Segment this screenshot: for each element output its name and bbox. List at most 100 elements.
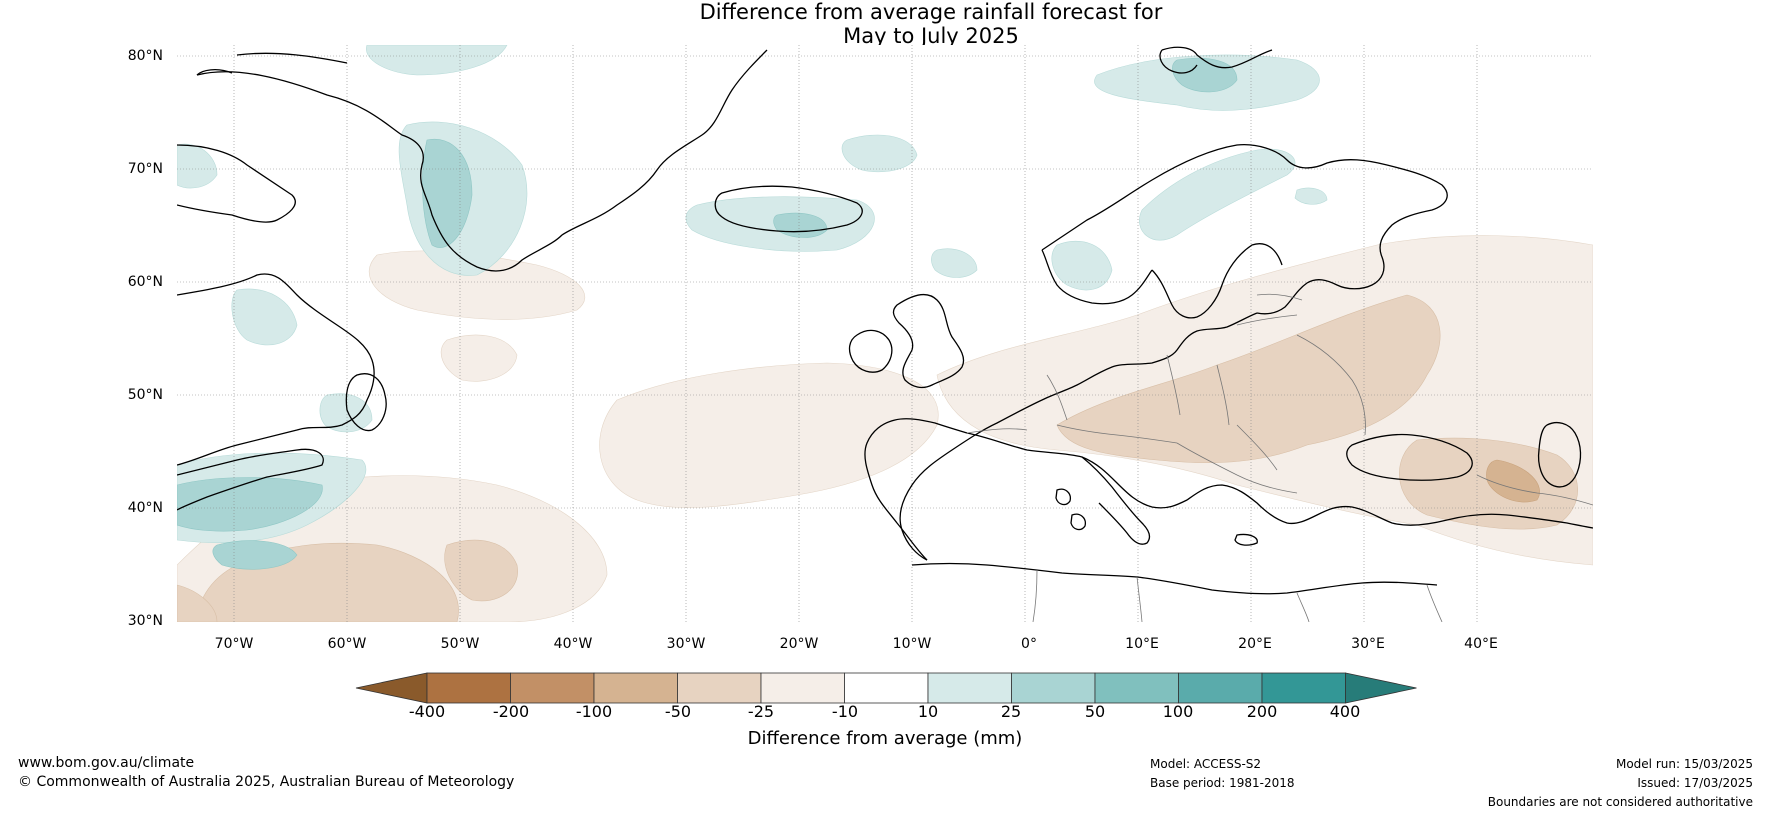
caspian-coast bbox=[1537, 422, 1582, 488]
border-france-germany bbox=[1046, 374, 1068, 421]
lon-label-60w: 60°W bbox=[327, 636, 367, 652]
lon-label-40w: 40°W bbox=[553, 636, 593, 652]
greenland-north-coast bbox=[196, 52, 348, 76]
baffin-coast bbox=[177, 144, 296, 223]
wet-region-barents bbox=[1294, 187, 1328, 205]
colorbar-segment bbox=[1094, 672, 1179, 704]
lon-label-40e: 40°E bbox=[1464, 636, 1498, 652]
graticule bbox=[177, 45, 1593, 622]
lon-label-10e: 10°E bbox=[1125, 636, 1159, 652]
wet-region-norwegian-sea bbox=[841, 134, 918, 173]
wet-region-nova-scotia-core bbox=[177, 477, 323, 532]
map-title: Difference from average rainfall forecas… bbox=[0, 0, 1770, 48]
scandinavia-coast bbox=[1041, 144, 1448, 315]
colorbar-segment bbox=[1178, 672, 1263, 704]
colorbar-segment bbox=[1261, 672, 1346, 704]
lat-label-30n: 30°N bbox=[127, 613, 163, 629]
wet-region-gulf-stream bbox=[212, 540, 298, 570]
dry-region-atlantic-mid-south bbox=[444, 539, 518, 602]
wet-region-arctic-north bbox=[366, 45, 508, 76]
colorbar-tick: -10 bbox=[831, 702, 859, 721]
border-turkey-east bbox=[1476, 474, 1593, 506]
dry-anomaly-regions bbox=[177, 235, 1593, 622]
dry-region-atlantic-north bbox=[440, 334, 518, 382]
sweden-coast bbox=[1151, 243, 1283, 319]
border-balkans bbox=[1176, 424, 1298, 494]
colorbar-segment bbox=[426, 672, 511, 704]
map-title-line2: May to July 2025 bbox=[843, 24, 1019, 48]
colorbar-tick: -200 bbox=[492, 702, 530, 721]
colorbar-tick: 100 bbox=[1162, 702, 1194, 721]
north-africa-coast bbox=[911, 562, 1438, 595]
wet-region-newfoundland bbox=[319, 393, 373, 433]
colorbar-segment bbox=[844, 672, 929, 704]
lon-label-0: 0° bbox=[1021, 636, 1037, 652]
footer-disclaimer: Boundaries are not considered authoritat… bbox=[1487, 795, 1753, 809]
map-svg bbox=[177, 45, 1593, 622]
colorbar-tick: 50 bbox=[1084, 702, 1106, 721]
colorbar-tick: -400 bbox=[408, 702, 446, 721]
lat-label-50n: 50°N bbox=[127, 387, 163, 403]
colorbar-segment bbox=[510, 672, 595, 704]
dry-region-canada-east bbox=[177, 584, 218, 622]
mediterranean-north-coast bbox=[966, 432, 1593, 529]
scandinavia-west-coast bbox=[1041, 249, 1153, 305]
border-ukraine-russia bbox=[1296, 334, 1366, 436]
nova-scotia-coast bbox=[177, 448, 324, 511]
colorbar-tick: -50 bbox=[664, 702, 692, 721]
wet-region-labrador bbox=[231, 288, 298, 346]
uk-coast bbox=[892, 293, 965, 389]
colorbar-tick: 400 bbox=[1329, 702, 1361, 721]
border-germany-poland bbox=[1166, 354, 1181, 416]
lat-label-70n: 70°N bbox=[127, 161, 163, 177]
iceland-coast bbox=[714, 185, 863, 233]
wet-region-baffin bbox=[177, 143, 218, 189]
lon-label-70w: 70°W bbox=[214, 636, 254, 652]
border-alps bbox=[1056, 424, 1178, 444]
svalbard-coast bbox=[1159, 46, 1273, 74]
wet-region-svalbard-core bbox=[1172, 57, 1238, 93]
dry-region-central-europe bbox=[1056, 294, 1441, 464]
lon-label-30e: 30°E bbox=[1351, 636, 1385, 652]
ireland-coast bbox=[848, 329, 893, 373]
colorbar-segment bbox=[1011, 672, 1096, 704]
wet-region-faroes bbox=[931, 248, 978, 278]
lat-label-60n: 60°N bbox=[127, 274, 163, 290]
border-france-spain bbox=[966, 428, 1028, 434]
mediterranean-islands bbox=[1055, 488, 1258, 546]
footer-copyright: © Commonwealth of Australia 2025, Austra… bbox=[18, 774, 515, 790]
colorbar-tick: -100 bbox=[575, 702, 613, 721]
colorbar-label: Difference from average (mm) bbox=[747, 728, 1023, 749]
lon-label-10w: 10°W bbox=[892, 636, 932, 652]
colorbar-tick: -25 bbox=[747, 702, 775, 721]
border-poland-ukraine bbox=[1216, 364, 1230, 426]
border-baltic bbox=[1236, 293, 1303, 326]
colorbar-segment bbox=[593, 672, 678, 704]
wet-region-norway-coast bbox=[1139, 148, 1296, 241]
lon-label-50w: 50°W bbox=[440, 636, 480, 652]
colorbar-segment bbox=[677, 672, 762, 704]
lat-label-40n: 40°N bbox=[127, 500, 163, 516]
lon-label-20w: 20°W bbox=[779, 636, 819, 652]
black-sea-coast bbox=[1346, 433, 1473, 481]
newfoundland-coast bbox=[345, 373, 387, 432]
colorbar-tick: 25 bbox=[1000, 702, 1022, 721]
colorbar-segment bbox=[760, 672, 845, 704]
wet-region-norway-south bbox=[1051, 240, 1113, 291]
border-north-africa bbox=[1032, 569, 1443, 622]
iberia-coast bbox=[864, 418, 968, 561]
greenland-coast bbox=[196, 49, 768, 272]
lon-label-30w: 30°W bbox=[666, 636, 706, 652]
europe-mainland-coast bbox=[899, 312, 1258, 561]
colorbar-extend-high bbox=[1345, 672, 1417, 704]
italy-coast bbox=[1081, 456, 1151, 545]
footer-model: Model: ACCESS-S2 bbox=[1150, 757, 1262, 771]
footer-base-period: Base period: 1981-2018 bbox=[1150, 776, 1295, 790]
country-borders bbox=[966, 293, 1593, 622]
colorbar-tick: 200 bbox=[1246, 702, 1278, 721]
footer-issued: Issued: 17/03/2025 bbox=[1637, 776, 1753, 790]
map-title-line1: Difference from average rainfall forecas… bbox=[699, 0, 1163, 24]
colorbar bbox=[355, 672, 1417, 704]
dry-region-atlantic-central bbox=[599, 362, 939, 508]
footer-website: www.bom.gov.au/climate bbox=[18, 755, 195, 771]
